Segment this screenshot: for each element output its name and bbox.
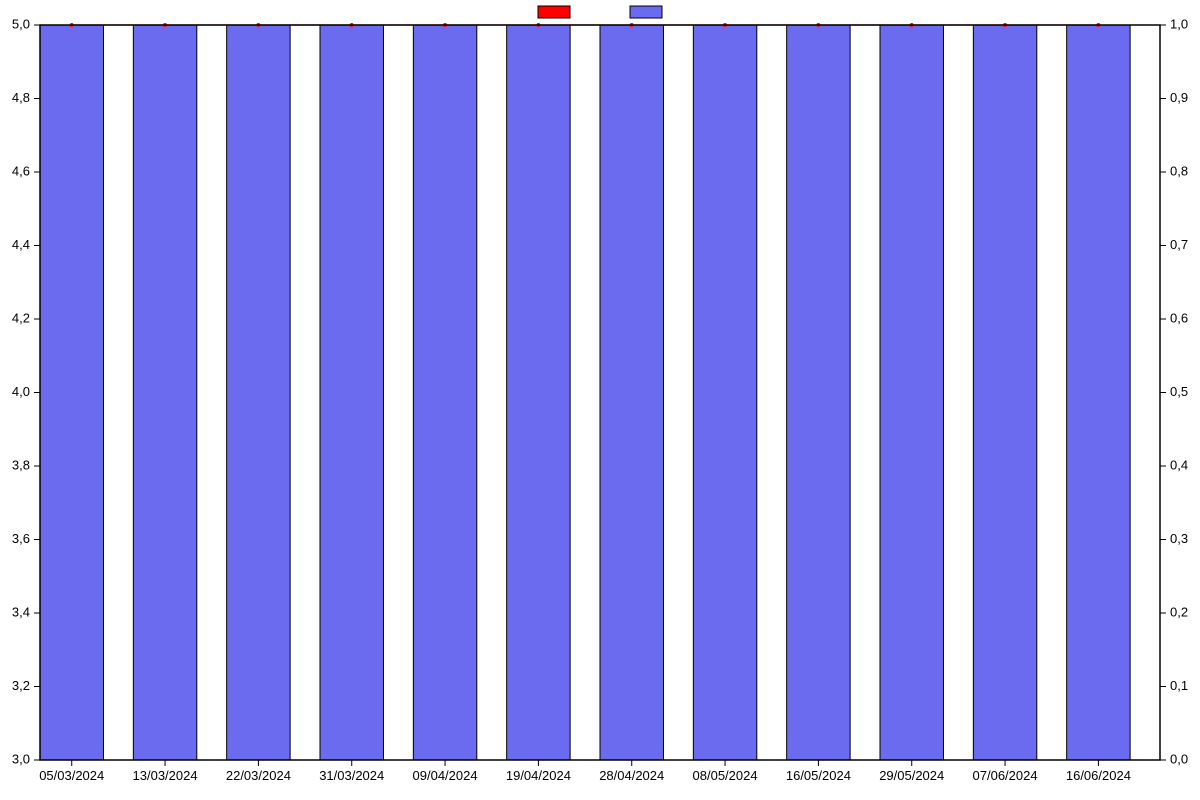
y-right-tick-label: 0,9	[1170, 90, 1188, 105]
x-tick-label: 31/03/2024	[319, 768, 384, 783]
bar	[413, 25, 476, 760]
x-tick-label: 08/05/2024	[693, 768, 758, 783]
x-tick-label: 07/06/2024	[973, 768, 1038, 783]
x-tick-label: 29/05/2024	[879, 768, 944, 783]
y-right-tick-label: 1,0	[1170, 16, 1188, 31]
bar	[787, 25, 850, 760]
y-left-tick-label: 4,4	[12, 237, 30, 252]
y-right-tick-label: 0,6	[1170, 310, 1188, 325]
y-right-tick-label: 0,7	[1170, 237, 1188, 252]
y-left-tick-label: 4,8	[12, 90, 30, 105]
x-tick-label: 09/04/2024	[413, 768, 478, 783]
y-left-tick-label: 5,0	[12, 16, 30, 31]
y-left-tick-label: 3,0	[12, 751, 30, 766]
dual-axis-bar-line-chart: 3,0 3,2 3,4 3,6 3,8 4,0 4,2 4,4 4,6 4,8 5,0 0,0 0,1 0…	[0, 0, 1200, 800]
y-left-tick-label: 4,0	[12, 384, 30, 399]
x-tick-label: 13/03/2024	[133, 768, 198, 783]
x-tick-label: 28/04/2024	[599, 768, 664, 783]
x-tick-label: 16/05/2024	[786, 768, 851, 783]
bar	[693, 25, 756, 760]
bar	[973, 25, 1036, 760]
y-left-tick-label: 4,2	[12, 310, 30, 325]
y-left-tick-label: 3,2	[12, 678, 30, 693]
y-left-tick-label: 3,4	[12, 604, 30, 619]
x-tick-label: 05/03/2024	[39, 768, 104, 783]
y-left-tick-label: 3,8	[12, 457, 30, 472]
x-tick-label: 22/03/2024	[226, 768, 291, 783]
y-right-tick-label: 0,2	[1170, 604, 1188, 619]
y-right-tick-label: 0,3	[1170, 531, 1188, 546]
y-right-tick-label: 0,0	[1170, 751, 1188, 766]
bar	[40, 25, 103, 760]
y-right-tick-label: 0,1	[1170, 678, 1188, 693]
legend-swatch-bar	[630, 6, 662, 18]
x-tick-label: 19/04/2024	[506, 768, 571, 783]
y-right-tick-label: 0,5	[1170, 384, 1188, 399]
bar	[600, 25, 663, 760]
bar	[880, 25, 943, 760]
y-left-tick-label: 4,6	[12, 163, 30, 178]
bar	[1067, 25, 1130, 760]
legend-swatch-line	[538, 6, 570, 18]
y-left-tick-label: 3,6	[12, 531, 30, 546]
bar	[507, 25, 570, 760]
y-right-tick-label: 0,8	[1170, 163, 1188, 178]
bar	[133, 25, 196, 760]
bar	[227, 25, 290, 760]
x-tick-label: 16/06/2024	[1066, 768, 1131, 783]
y-right-tick-label: 0,4	[1170, 457, 1188, 472]
bar	[320, 25, 383, 760]
